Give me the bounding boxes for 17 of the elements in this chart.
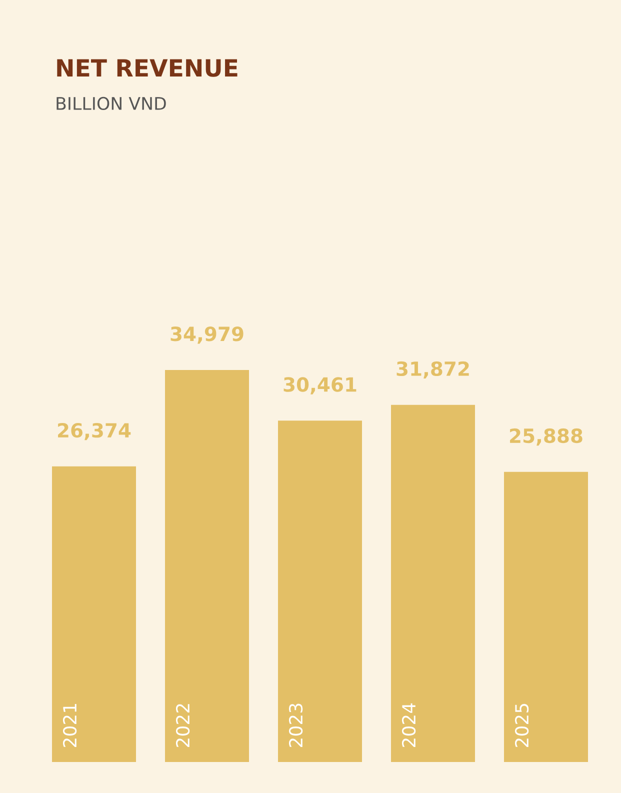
x-tick-label: 2025 [514,704,529,747]
chart-title: NET REVENUE [57,59,238,77]
bar [52,466,136,762]
bar [391,404,475,762]
data-label: 30,461 [284,377,356,394]
x-tick-label: 2022 [176,704,190,747]
x-tick-label: 2024 [402,703,416,747]
bar [504,472,588,762]
data-label: 25,888 [510,428,582,446]
x-tick-label: 2021 [62,704,77,747]
x-tick-label: 2023 [288,704,303,747]
chart-subtitle: BILLION VND [56,96,166,110]
bar [278,420,362,762]
bar [165,370,249,762]
data-label: 31,872 [396,361,469,379]
data-label: 26,374 [58,422,131,440]
data-label: 34,979 [170,326,244,344]
